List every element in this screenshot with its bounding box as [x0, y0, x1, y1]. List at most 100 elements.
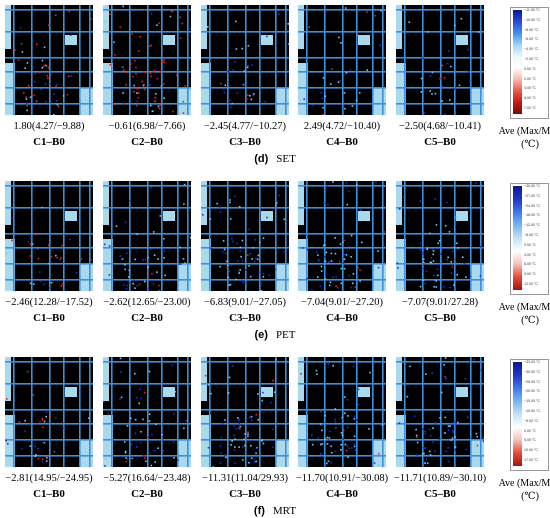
thermal-spot	[159, 104, 162, 106]
thermal-spot	[348, 245, 350, 248]
thermal-spot	[234, 61, 236, 63]
thermal-spot	[260, 283, 262, 285]
thermal-spot	[332, 181, 334, 183]
thermal-spot	[319, 410, 322, 413]
thermal-spot	[29, 445, 32, 447]
legend-tick: −15.00 °C	[524, 399, 541, 404]
street-vertical	[63, 181, 65, 291]
legend-ticks: −11.00 °C −10.00 °C −8.00 °C −6.00 °C −4.00 …	[524, 8, 548, 115]
difference-value: −2.45(4.77/−10.27)	[203, 121, 287, 132]
thermal-spot	[448, 460, 450, 463]
thermal-spot	[134, 372, 136, 375]
street-vertical	[324, 357, 326, 467]
open-area	[201, 5, 207, 49]
thermal-spot	[250, 445, 252, 447]
thermal-spot	[347, 415, 349, 417]
thermal-spot	[415, 428, 417, 431]
street-vertical	[285, 5, 287, 115]
thermal-spot	[453, 88, 456, 90]
thermal-spot	[122, 5, 124, 8]
legend-tick: −10.00 °C	[524, 17, 541, 22]
thermal-spot	[287, 23, 289, 25]
thermal-spot	[431, 372, 433, 374]
thermal-spot	[247, 254, 249, 256]
street-vertical	[480, 181, 482, 291]
thermal-spot	[88, 417, 90, 419]
thermal-spot	[353, 418, 356, 420]
street-vertical	[161, 5, 163, 115]
thermal-spot	[377, 464, 380, 466]
thermal-spot	[439, 253, 442, 255]
open-area	[201, 63, 211, 115]
legend-tick: −6.00 °C	[524, 233, 539, 237]
thermal-spot	[439, 417, 441, 419]
thermal-spot	[480, 369, 482, 371]
street-vertical	[209, 357, 211, 467]
thermal-spot	[233, 434, 235, 437]
thermal-spot	[221, 423, 224, 425]
open-area	[396, 357, 402, 401]
thermal-spot	[42, 283, 45, 286]
thermal-spot	[21, 447, 23, 450]
thermal-spot	[374, 14, 377, 17]
thermal-spot	[317, 254, 319, 256]
thermal-spot	[324, 260, 327, 263]
thermal-spot	[157, 447, 159, 449]
thermal-spot	[453, 421, 456, 423]
scenario-label: C4–B0	[326, 312, 358, 324]
street-vertical	[259, 357, 261, 467]
thermal-spot	[228, 284, 231, 286]
thermal-spot	[143, 392, 146, 394]
thermal-spot	[352, 282, 354, 285]
thermal-spot	[41, 59, 44, 62]
thermal-spot	[326, 436, 329, 439]
thermal-spot	[449, 99, 451, 101]
thermal-spot	[449, 425, 451, 427]
thermal-spot	[238, 422, 240, 424]
difference-value: −2.62(12.65/−23.00)	[103, 297, 191, 308]
thermal-spot	[469, 275, 472, 278]
thermal-spot	[47, 77, 49, 80]
thermal-spot	[36, 423, 39, 425]
legend-tick: −11.00 °C	[524, 8, 540, 12]
thermal-spot	[119, 26, 122, 28]
street-vertical	[147, 181, 149, 291]
thermal-spot	[161, 432, 164, 434]
thermal-spot	[470, 380, 473, 383]
thermal-spot	[161, 61, 164, 63]
thermal-spot	[435, 286, 438, 288]
thermal-spot	[456, 242, 458, 244]
thermal-spot	[228, 276, 230, 279]
map-canvas	[298, 357, 386, 467]
open-area	[396, 239, 406, 291]
thermal-spot	[373, 462, 376, 464]
thermal-spot	[275, 204, 277, 207]
thermal-spot	[239, 425, 242, 428]
thermal-spot	[340, 42, 342, 44]
street-vertical	[275, 5, 277, 115]
thermal-spot	[237, 419, 240, 422]
open-area	[470, 87, 484, 115]
thermal-spot	[241, 260, 244, 262]
thermal-spot	[447, 256, 449, 259]
street-vertical	[454, 181, 456, 291]
thermal-spot	[306, 248, 309, 251]
thermal-spot	[348, 447, 350, 450]
street-vertical	[470, 5, 472, 115]
thermal-spot	[41, 417, 44, 420]
thermal-spot	[383, 231, 385, 233]
thermal-spot	[241, 239, 244, 242]
thermal-spot	[179, 16, 181, 19]
thermal-spot	[340, 282, 343, 285]
thermal-spot	[444, 376, 446, 378]
open-area	[5, 181, 11, 225]
thermal-spot	[139, 35, 142, 38]
thermal-spot	[465, 276, 467, 278]
thermal-spot	[43, 441, 46, 444]
thermal-spot	[132, 75, 134, 78]
thermal-spot	[329, 281, 332, 283]
thermal-spot	[322, 97, 324, 99]
street-vertical	[187, 5, 189, 115]
thermal-spot	[70, 75, 73, 77]
thermal-spot	[57, 105, 60, 108]
